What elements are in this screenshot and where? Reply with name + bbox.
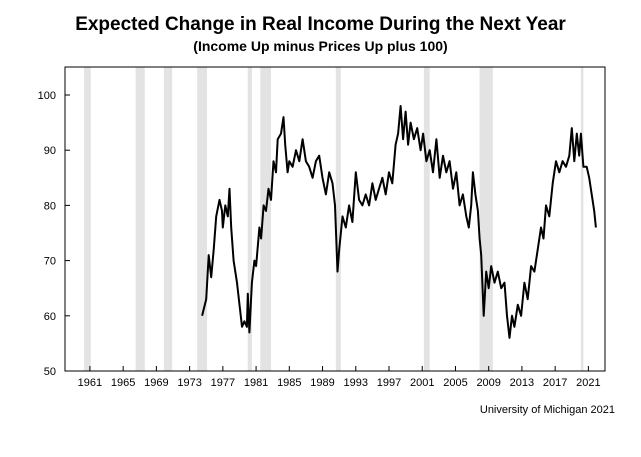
series-layer [201, 105, 597, 339]
x-tick-label: 1965 [111, 377, 135, 389]
x-tick-label: 1961 [78, 377, 102, 389]
recession-band-4 [247, 67, 252, 371]
series-line-0 [201, 105, 597, 339]
recession-band-1 [135, 67, 145, 371]
x-tick-label: 2013 [510, 377, 534, 389]
y-tick-label: 100 [38, 90, 56, 102]
y-tick-label: 70 [44, 256, 56, 268]
recession-band-2 [163, 67, 173, 371]
recession-band-8 [479, 67, 493, 371]
chart-subtitle: (Income Up minus Prices Up plus 100) [193, 38, 448, 54]
y-tick-label: 50 [44, 366, 56, 378]
chart-title: Expected Change in Real Income During th… [75, 14, 566, 35]
x-tick-label: 1989 [310, 377, 334, 389]
axis-ticks [65, 94, 589, 372]
x-tick-label: 2001 [410, 377, 434, 389]
recession-band-5 [260, 67, 272, 371]
recession-band-0 [84, 67, 91, 371]
axis-labels: 50 60 70 80 90 100 1961 1965 1969 1973 1977 1981 198… [38, 90, 601, 389]
plot-frame [64, 66, 606, 372]
y-tick-label: 80 [44, 200, 56, 212]
recession-band-9 [580, 67, 584, 371]
y-tick-label: 90 [44, 145, 56, 157]
x-tick-label: 1977 [211, 377, 235, 389]
recession-bands [84, 67, 584, 371]
x-tick-label: 2009 [476, 377, 500, 389]
recession-band-3 [197, 67, 208, 371]
x-tick-label: 2005 [443, 377, 467, 389]
recession-band-6 [335, 67, 341, 371]
recession-band-7 [423, 67, 430, 371]
x-tick-label: 2017 [543, 377, 567, 389]
x-tick-label: 2021 [576, 377, 600, 389]
y-tick-label: 60 [44, 311, 56, 323]
x-tick-label: 1985 [277, 377, 301, 389]
source-note: University of Michigan 2021 [479, 404, 615, 416]
x-tick-label: 1969 [144, 377, 168, 389]
x-tick-label: 1997 [377, 377, 401, 389]
x-tick-label: 1993 [344, 377, 368, 389]
x-tick-label: 1981 [244, 377, 268, 389]
x-tick-label: 1973 [177, 377, 201, 389]
